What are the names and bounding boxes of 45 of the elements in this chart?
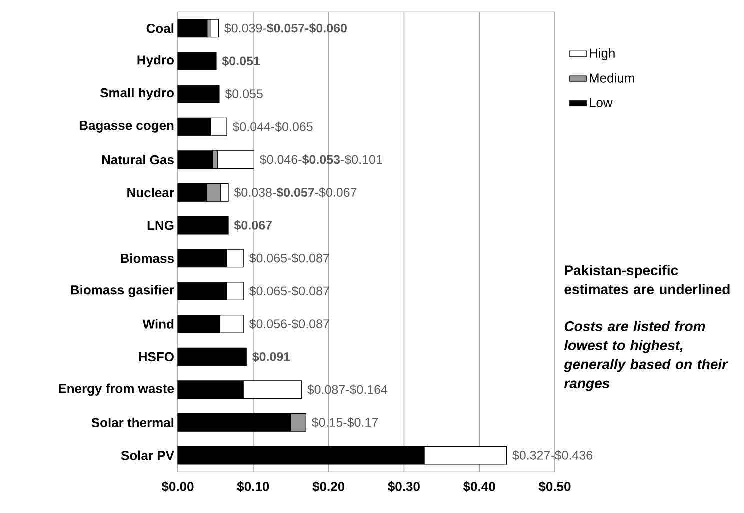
bar [178, 216, 229, 235]
total-label: $0.039-$0.057-$0.060 [224, 23, 347, 34]
text: Pakistan-specific estimates are underlined [564, 265, 730, 294]
total-label: $0.038-$0.057-$0.067 [234, 188, 357, 198]
y-tick-label: Natural Gas [102, 155, 174, 165]
x-tick-label: $0.00 [162, 482, 194, 492]
total-label: $0.056-$0.087 [249, 319, 330, 330]
total-label: $0.327-$0.436 [512, 450, 593, 461]
y-tick-label: Small hydro [100, 88, 174, 100]
y-tick-label: Nuclear [128, 188, 174, 198]
y-tick-label: Biomass [121, 254, 174, 264]
x-tick-label: $0.40 [464, 482, 496, 492]
legend-label: High [590, 48, 615, 61]
bar [178, 348, 247, 366]
y-tick-label: Energy from waste [59, 384, 174, 396]
total-label: $0.046-$0.053-$0.101 [260, 154, 382, 165]
total-label: $0.055 [225, 89, 263, 100]
y-tick-label: Hydro [138, 55, 174, 68]
total-label: $0.051 [222, 56, 260, 66]
bar [178, 84, 220, 104]
total-label: $0.065-$0.087 [249, 286, 330, 296]
y-tick-label: Solar PV [121, 450, 174, 460]
y-tick-label: Biomass gasifier [71, 285, 174, 298]
y-tick-label: LNG [148, 220, 174, 230]
y-tick-label: Coal [146, 24, 174, 34]
total-label: $0.15-$0.17 [312, 418, 378, 428]
y-tick-label: Bagasse cogen [80, 121, 174, 133]
x-tick-label: $0.20 [312, 482, 345, 492]
y-tick-label: Solar thermal [92, 418, 174, 428]
total-label: $0.087-$0.164 [308, 384, 388, 395]
total-label: $0.065-$0.087 [249, 253, 330, 264]
legend-label: Medium [590, 73, 634, 83]
x-tick-label: $0.30 [388, 482, 420, 492]
y-tick-label: HSFO [139, 352, 174, 362]
x-tick-label: $0.10 [237, 482, 270, 492]
bar [178, 52, 217, 70]
total-label: $0.067 [234, 220, 272, 231]
x-tick-label: $0.50 [538, 482, 571, 492]
bar [210, 19, 220, 38]
legend-label: Low [590, 98, 613, 108]
text: Costs are listed from lowest to highest, generally based on their ranges [564, 321, 728, 392]
total-label: $0.044-$0.065 [232, 122, 313, 132]
total-label: $0.091 [252, 352, 290, 362]
y-tick-label: Wind [142, 319, 174, 329]
bar [178, 19, 208, 38]
